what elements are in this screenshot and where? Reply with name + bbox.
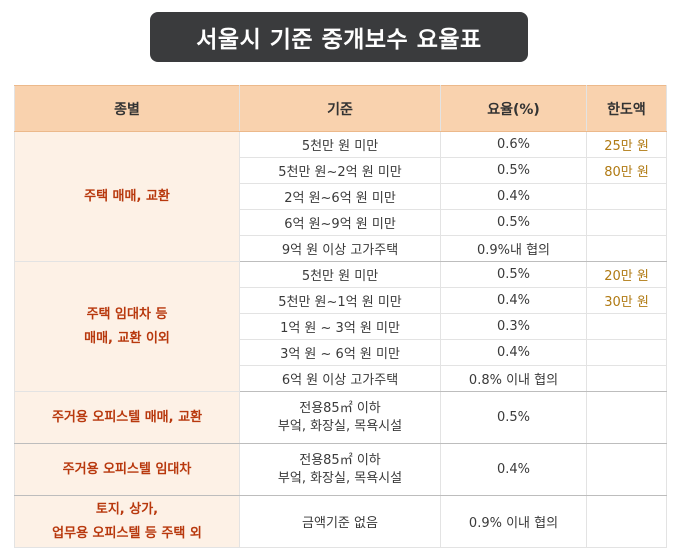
table-row: 5천만 원~1억 원 미만 0.4% 30만 원 [15, 287, 667, 314]
table-row: 3억 원 ~ 6억 원 미만 0.4% [15, 339, 667, 366]
table-row: 토지, 상가, 업무용 오피스텔 등 주택 외 금액기준 없음 0.9% 이내 … [14, 495, 667, 548]
criteria-line: 부엌, 화장실, 목욕시설 [277, 470, 403, 486]
criteria-line: 부엌, 화장실, 목욕시설 [277, 418, 403, 434]
rate-cell: 0.4% [440, 443, 587, 496]
rate-cell: 0.5% [440, 391, 587, 444]
criteria-cell: 5천만 원~1억 원 미만 [239, 287, 441, 314]
criteria-line: 전용85㎡ 이하 [299, 400, 381, 416]
table-row: 주거용 오피스텔 매매, 교환 전용85㎡ 이하 부엌, 화장실, 목욕시설 0… [14, 391, 667, 444]
criteria-cell: 6억 원~9억 원 미만 [239, 209, 441, 236]
category-line: 주거용 오피스텔 매매, 교환 [51, 409, 203, 425]
rate-cell: 0.5% [440, 209, 587, 236]
criteria-cell: 5천만 원 미만 [239, 131, 441, 158]
limit-cell [586, 313, 667, 340]
table-header-row: 종별 기준 요율(%) 한도액 [14, 85, 667, 132]
category-line: 주택 임대차 등 [86, 306, 168, 322]
limit-cell: 80만 원 [586, 157, 667, 184]
header-type: 종별 [14, 85, 240, 132]
rate-cell: 0.4% [440, 287, 587, 314]
criteria-line: 전용85㎡ 이하 [299, 452, 381, 468]
criteria-cell: 3억 원 ~ 6억 원 미만 [239, 339, 441, 366]
criteria-cell: 5천만 원~2억 원 미만 [239, 157, 441, 184]
limit-cell [586, 183, 667, 210]
category-cell: 주거용 오피스텔 매매, 교환 [14, 391, 240, 444]
header-criteria: 기준 [239, 85, 441, 132]
limit-cell [586, 443, 667, 496]
rate-cell: 0.4% [440, 339, 587, 366]
category-cell: 주택 매매, 교환 [14, 131, 240, 262]
criteria-cell: 1억 원 ~ 3억 원 미만 [239, 313, 441, 340]
brokerage-fee-table: 종별 기준 요율(%) 한도액 주택 매매, 교환 5천만 원 미만 0.6% … [14, 85, 667, 548]
category-cell: 주택 임대차 등 매매, 교환 이외 [14, 261, 240, 392]
category-line: 주택 매매, 교환 [84, 188, 170, 204]
limit-cell [586, 391, 667, 444]
rate-cell: 0.4% [440, 183, 587, 210]
category-cell: 주거용 오피스텔 임대차 [14, 443, 240, 496]
table-row: 2억 원~6억 원 미만 0.4% [15, 183, 667, 210]
limit-cell [586, 495, 667, 548]
table-row: 6억 원 이상 고가주택 0.8% 이내 협의 [15, 365, 667, 392]
criteria-cell: 5천만 원 미만 [239, 261, 441, 288]
limit-cell [586, 339, 667, 366]
limit-cell: 20만 원 [586, 261, 667, 288]
page-title: 서울시 기준 중개보수 요율표 [150, 12, 528, 62]
limit-cell [586, 235, 667, 262]
criteria-cell: 전용85㎡ 이하 부엌, 화장실, 목욕시설 [239, 443, 441, 496]
limit-cell [586, 365, 667, 392]
header-limit: 한도액 [586, 85, 667, 132]
category-cell: 토지, 상가, 업무용 오피스텔 등 주택 외 [14, 495, 240, 548]
limit-cell: 25만 원 [586, 131, 667, 158]
category-line: 매매, 교환 이외 [84, 330, 170, 346]
category-line: 토지, 상가, [95, 501, 159, 517]
criteria-cell: 6억 원 이상 고가주택 [239, 365, 441, 392]
table-row: 주택 임대차 등 매매, 교환 이외 5천만 원 미만 0.5% 20만 원 [14, 261, 667, 392]
table-row: 5천만 원~2억 원 미만 0.5% 80만 원 [15, 157, 667, 184]
rate-cell: 0.8% 이내 협의 [440, 365, 587, 392]
table-row: 주거용 오피스텔 임대차 전용85㎡ 이하 부엌, 화장실, 목욕시설 0.4% [14, 443, 667, 496]
criteria-cell: 2억 원~6억 원 미만 [239, 183, 441, 210]
rate-cell: 0.9%내 협의 [440, 235, 587, 262]
limit-cell: 30만 원 [586, 287, 667, 314]
limit-cell [586, 209, 667, 236]
table-row: 6억 원~9억 원 미만 0.5% [15, 209, 667, 236]
rate-cell: 0.9% 이내 협의 [440, 495, 587, 548]
rate-cell: 0.5% [440, 157, 587, 184]
table-row: 주택 매매, 교환 5천만 원 미만 0.6% 25만 원 [14, 131, 667, 262]
criteria-cell: 전용85㎡ 이하 부엌, 화장실, 목욕시설 [239, 391, 441, 444]
table-row: 9억 원 이상 고가주택 0.9%내 협의 [15, 235, 667, 262]
criteria-cell: 9억 원 이상 고가주택 [239, 235, 441, 262]
category-line: 업무용 오피스텔 등 주택 외 [52, 525, 202, 541]
criteria-cell: 금액기준 없음 [239, 495, 441, 548]
header-rate: 요율(%) [440, 85, 587, 132]
rate-cell: 0.3% [440, 313, 587, 340]
rate-cell: 0.5% [440, 261, 587, 288]
category-line: 주거용 오피스텔 임대차 [62, 461, 192, 477]
rate-cell: 0.6% [440, 131, 587, 158]
